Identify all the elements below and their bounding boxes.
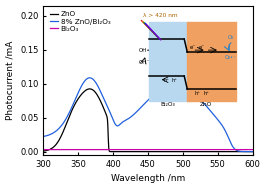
Legend: ZnO, 8% ZnO/Bi₂O₃, Bi₂O₃: ZnO, 8% ZnO/Bi₂O₃, Bi₂O₃: [49, 11, 111, 33]
Bi₂O₃: [251, 148, 254, 151]
Bi₂O₃: [138, 148, 141, 151]
ZnO: [206, 150, 210, 153]
8% ZnO/Bi₂O₃: [138, 108, 141, 110]
ZnO: [245, 150, 248, 153]
ZnO: [245, 150, 248, 153]
8% ZnO/Bi₂O₃: [206, 107, 210, 109]
Bi₂O₃: [42, 148, 45, 151]
ZnO: [251, 150, 254, 153]
8% ZnO/Bi₂O₃: [88, 77, 91, 79]
8% ZnO/Bi₂O₃: [52, 131, 56, 134]
Bi₂O₃: [206, 148, 210, 151]
ZnO: [52, 146, 56, 148]
Bi₂O₃: [245, 148, 248, 151]
8% ZnO/Bi₂O₃: [245, 150, 248, 153]
ZnO: [138, 150, 141, 153]
Bi₂O₃: [52, 148, 56, 151]
8% ZnO/Bi₂O₃: [251, 150, 254, 153]
X-axis label: Wavelength /nm: Wavelength /nm: [111, 174, 185, 184]
Bi₂O₃: [245, 148, 248, 151]
Line: 8% ZnO/Bi₂O₃: 8% ZnO/Bi₂O₃: [43, 78, 252, 152]
8% ZnO/Bi₂O₃: [245, 150, 248, 153]
8% ZnO/Bi₂O₃: [144, 102, 147, 104]
Bi₂O₃: [143, 148, 147, 151]
ZnO: [144, 150, 147, 153]
ZnO: [88, 88, 91, 90]
Line: ZnO: ZnO: [43, 89, 252, 152]
8% ZnO/Bi₂O₃: [42, 135, 45, 138]
ZnO: [42, 150, 45, 152]
Y-axis label: Photocurrent /mA: Photocurrent /mA: [6, 41, 15, 120]
